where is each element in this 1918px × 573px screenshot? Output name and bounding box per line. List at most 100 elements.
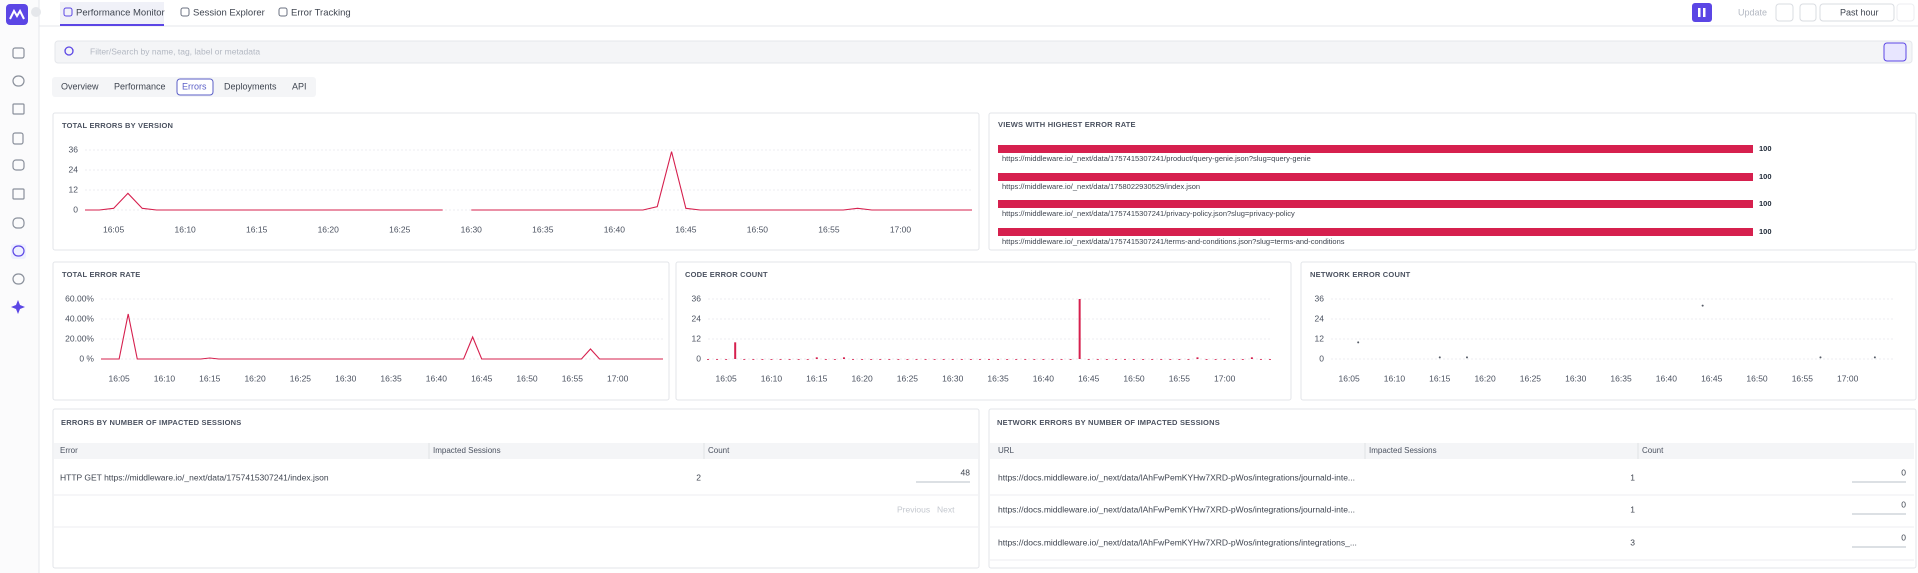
pause-glyph	[1698, 8, 1701, 17]
column-header[interactable]: Error	[60, 446, 78, 455]
copy-button[interactable]	[1775, 3, 1794, 22]
bar	[852, 359, 855, 360]
nav-icon[interactable]	[12, 245, 25, 257]
bar	[1178, 359, 1181, 360]
column-header[interactable]: Impacted Sessions	[433, 446, 501, 455]
bar	[998, 228, 1753, 236]
subtab[interactable]: Performance	[114, 81, 166, 91]
search-bar[interactable]	[54, 40, 1913, 64]
x-tick-label: 16:30	[335, 373, 357, 383]
x-tick-label: 16:15	[1429, 373, 1451, 383]
y-tick-label: 0 %	[79, 353, 94, 363]
nav-icon[interactable]	[12, 188, 25, 200]
bar	[915, 359, 918, 360]
x-tick-label: 16:40	[426, 373, 448, 383]
x-tick-label: 16:50	[1123, 373, 1145, 383]
nav-icon[interactable]	[11, 300, 25, 314]
bar	[897, 359, 900, 360]
nav-icon[interactable]	[12, 47, 25, 59]
table-cell[interactable]: https://docs.middleware.io/_next/data/lA…	[998, 504, 1355, 514]
bar	[743, 359, 746, 360]
x-tick-label: 17:00	[607, 373, 629, 383]
nav-icon[interactable]	[12, 159, 25, 171]
table-cell[interactable]: https://docs.middleware.io/_next/data/lA…	[998, 472, 1355, 482]
bar	[1169, 359, 1172, 360]
bar	[716, 359, 719, 360]
nav-icon[interactable]	[12, 273, 25, 285]
column-header[interactable]: Count	[1642, 446, 1664, 455]
bar	[1214, 359, 1217, 360]
subtab[interactable]: Overview	[61, 81, 99, 91]
bar	[1232, 359, 1235, 360]
table-cell[interactable]: https://docs.middleware.io/_next/data/lA…	[998, 537, 1357, 547]
y-tick-label: 20.00%	[65, 333, 94, 343]
nav-tab[interactable]: Session Explorer	[193, 8, 265, 19]
subtab[interactable]: API	[292, 81, 307, 91]
x-tick-label: 16:30	[1565, 373, 1587, 383]
x-tick-label: 16:35	[532, 224, 554, 234]
view-url[interactable]: https://middleware.io/_next/data/1758022…	[1002, 182, 1200, 191]
tab-active-bg	[60, 2, 164, 24]
table-header	[990, 443, 1914, 459]
pause-button[interactable]	[1692, 3, 1712, 22]
update-button[interactable]: Update	[1738, 7, 1767, 17]
y-tick-label: 60.00%	[65, 293, 94, 303]
view-url[interactable]: https://middleware.io/_next/data/1757415…	[1002, 209, 1295, 218]
table-cell: 0	[1901, 467, 1906, 477]
tab-icon	[278, 7, 288, 17]
bar	[1223, 359, 1226, 360]
prev-button[interactable]	[1799, 3, 1817, 22]
bar	[1259, 359, 1262, 360]
sidebar-toggle[interactable]	[31, 7, 41, 17]
bar	[969, 359, 972, 360]
subtab[interactable]: Errors	[182, 81, 207, 91]
x-tick-label: 16:05	[1338, 373, 1360, 383]
ai-button[interactable]	[1883, 42, 1907, 62]
nav-tab[interactable]: Error Tracking	[291, 8, 351, 19]
nav-icon[interactable]	[12, 132, 24, 145]
view-url[interactable]: https://middleware.io/_next/data/1757415…	[1002, 237, 1345, 246]
bar	[1151, 359, 1154, 360]
search-placeholder[interactable]: Filter/Search by name, tag, label or met…	[90, 46, 260, 56]
bar	[879, 359, 882, 360]
series-line	[471, 151, 972, 211]
x-tick-label: 16:25	[1520, 373, 1542, 383]
bar	[998, 145, 1753, 153]
bar	[1133, 359, 1136, 360]
x-tick-label: 16:25	[290, 373, 312, 383]
x-tick-label: 16:35	[380, 373, 402, 383]
y-tick-label: 24	[1315, 313, 1325, 323]
logo-mark	[9, 8, 25, 20]
pager-next[interactable]: Next	[937, 504, 955, 514]
bar	[1060, 359, 1063, 360]
pager-prev[interactable]: Previous	[897, 504, 930, 514]
range-label[interactable]: Past hour	[1840, 7, 1879, 17]
nav-icon[interactable]	[12, 75, 25, 87]
nav-icon[interactable]	[12, 217, 25, 229]
panel-title: TOTAL ERRORS BY VERSION	[62, 121, 173, 130]
subtab[interactable]: Deployments	[224, 81, 277, 91]
bar	[1142, 359, 1145, 360]
bar-value: 100	[1759, 227, 1772, 236]
column-header[interactable]: Impacted Sessions	[1369, 446, 1437, 455]
x-tick-label: 16:45	[1078, 373, 1100, 383]
bar	[788, 359, 791, 360]
column-header[interactable]: Count	[708, 446, 730, 455]
nav-tab[interactable]: Performance Monitor	[76, 8, 165, 19]
view-url[interactable]: https://middleware.io/_next/data/1757415…	[1002, 154, 1311, 163]
pause-glyph	[1703, 8, 1706, 17]
column-header[interactable]: URL	[998, 446, 1015, 455]
bar-value: 100	[1759, 172, 1772, 181]
table-cell: 0	[1901, 532, 1906, 542]
y-tick-label: 36	[1315, 293, 1325, 303]
nav-icon[interactable]	[12, 103, 25, 115]
panel	[675, 261, 1292, 401]
panel-title: VIEWS WITH HIGHEST ERROR RATE	[998, 120, 1136, 129]
range-picker[interactable]	[1819, 3, 1895, 22]
bar	[1006, 359, 1009, 360]
bar	[761, 359, 764, 360]
bar	[1196, 357, 1199, 359]
bar	[734, 342, 737, 359]
table-cell[interactable]: HTTP GET https://middleware.io/_next/dat…	[60, 472, 329, 482]
next-button[interactable]	[1896, 3, 1915, 22]
